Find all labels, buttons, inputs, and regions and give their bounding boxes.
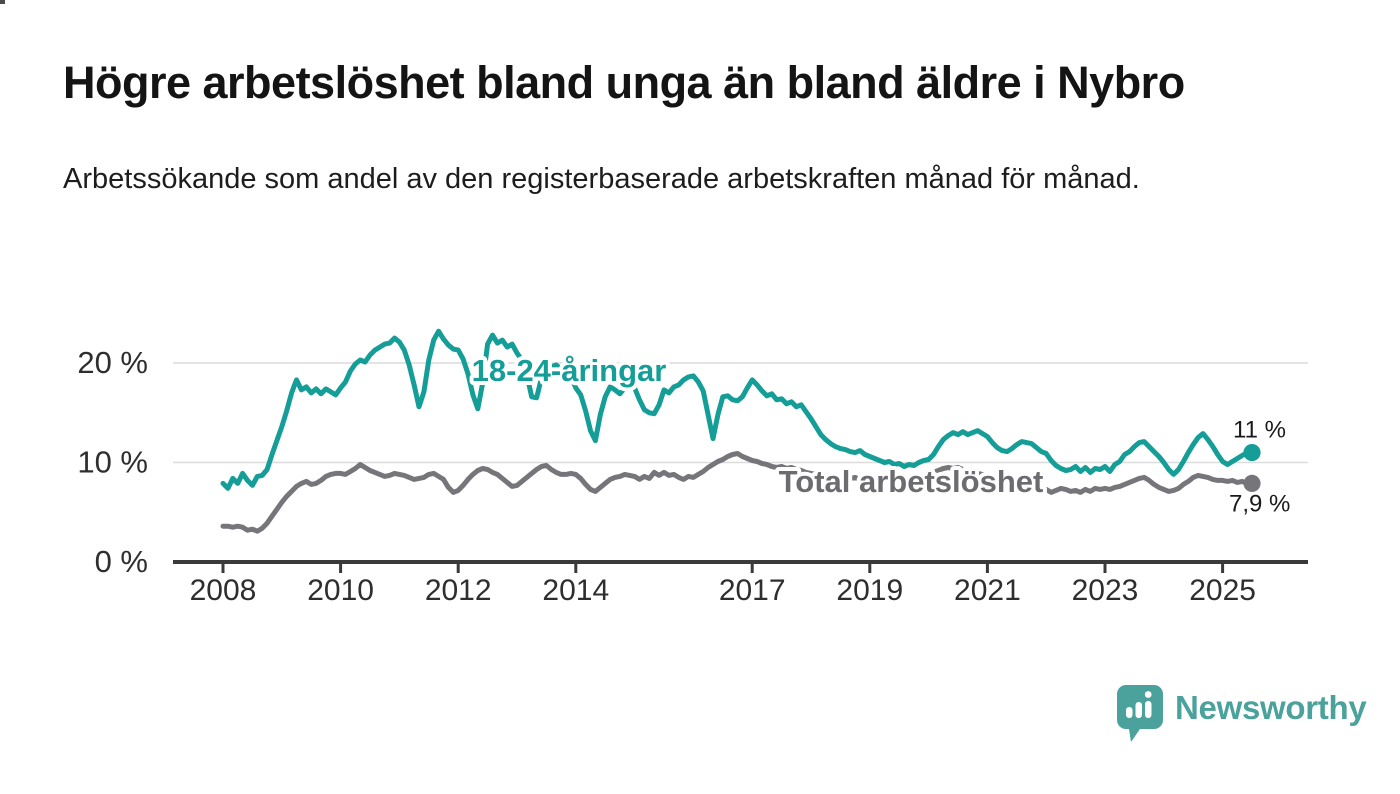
series-end-dot-total (1243, 474, 1261, 492)
page-title: Högre arbetslöshet bland unga än bland ä… (63, 57, 1185, 108)
bar-medium (1135, 702, 1142, 718)
x-axis-label-2025: 2025 (1189, 574, 1256, 607)
x-axis-label-2014: 2014 (542, 574, 609, 607)
x-axis-label-2023: 2023 (1072, 574, 1139, 607)
corner-artifact (0, 0, 5, 4)
end-value-label-total: 7,9 % (1229, 490, 1290, 517)
end-value-label-youth: 11 % (1233, 417, 1286, 444)
x-axis-label-2012: 2012 (425, 574, 492, 607)
dot-glyph (1144, 691, 1152, 698)
y-axis-label-10: 10 % (77, 445, 148, 480)
x-axis-label-2008: 2008 (190, 574, 257, 607)
x-axis-label-2017: 2017 (719, 574, 786, 607)
bar-small (1126, 707, 1133, 718)
x-axis-label-2010: 2010 (307, 574, 374, 607)
series-label-youth: 18-24-åringar (472, 353, 667, 388)
x-axis-label-2021: 2021 (954, 574, 1021, 607)
bar-tall (1145, 701, 1152, 718)
y-axis-label-20: 20 % (77, 345, 148, 380)
x-axis-label-2019: 2019 (836, 574, 903, 607)
series-label-total: Total arbetslöshet (779, 464, 1044, 499)
series-line-total (220, 451, 1255, 534)
page-subtitle: Arbetssökande som andel av den registerb… (63, 163, 1140, 195)
newsworthy-logo: Newsworthy (1116, 684, 1367, 744)
series-line-youth (220, 328, 1255, 491)
series-end-dot-youth (1243, 443, 1261, 462)
newsworthy-icon (1117, 685, 1163, 742)
newsworthy-wordmark: Newsworthy (1175, 689, 1367, 726)
y-axis-label-0: 0 % (95, 544, 148, 579)
